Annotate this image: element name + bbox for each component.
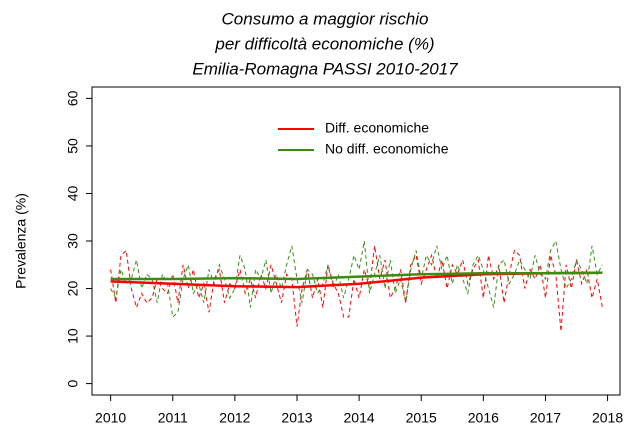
x-tick-label: 2018 bbox=[592, 410, 623, 426]
y-tick-label: 20 bbox=[65, 281, 81, 297]
x-tick-label: 2012 bbox=[219, 410, 250, 426]
y-tick-label: 40 bbox=[65, 185, 81, 201]
x-tick-label: 2013 bbox=[281, 410, 312, 426]
trend-line bbox=[110, 271, 603, 281]
chart-title: per difficoltà economiche (%) bbox=[214, 34, 434, 53]
x-tick-label: 2016 bbox=[468, 410, 499, 426]
x-tick-label: 2015 bbox=[406, 410, 437, 426]
monthly-line bbox=[110, 239, 603, 319]
chart-title: Consumo a maggior rischio bbox=[222, 9, 429, 28]
chart-title: Emilia-Romagna PASSI 2010-2017 bbox=[192, 59, 458, 78]
monthly-line bbox=[110, 245, 603, 332]
x-tick-label: 2014 bbox=[344, 410, 375, 426]
legend-label: Diff. economiche bbox=[325, 120, 429, 136]
y-tick-label: 30 bbox=[65, 233, 81, 249]
y-tick-label: 50 bbox=[65, 138, 81, 154]
y-tick-label: 10 bbox=[65, 328, 81, 344]
y-axis-label: Prevalenza (%) bbox=[13, 193, 29, 289]
x-tick-label: 2017 bbox=[530, 410, 561, 426]
x-tick-label: 2010 bbox=[95, 410, 126, 426]
x-tick-label: 2011 bbox=[158, 410, 188, 426]
legend-label: No diff. economiche bbox=[325, 141, 449, 157]
y-tick-label: 60 bbox=[65, 90, 81, 106]
y-tick-label: 0 bbox=[65, 379, 81, 387]
